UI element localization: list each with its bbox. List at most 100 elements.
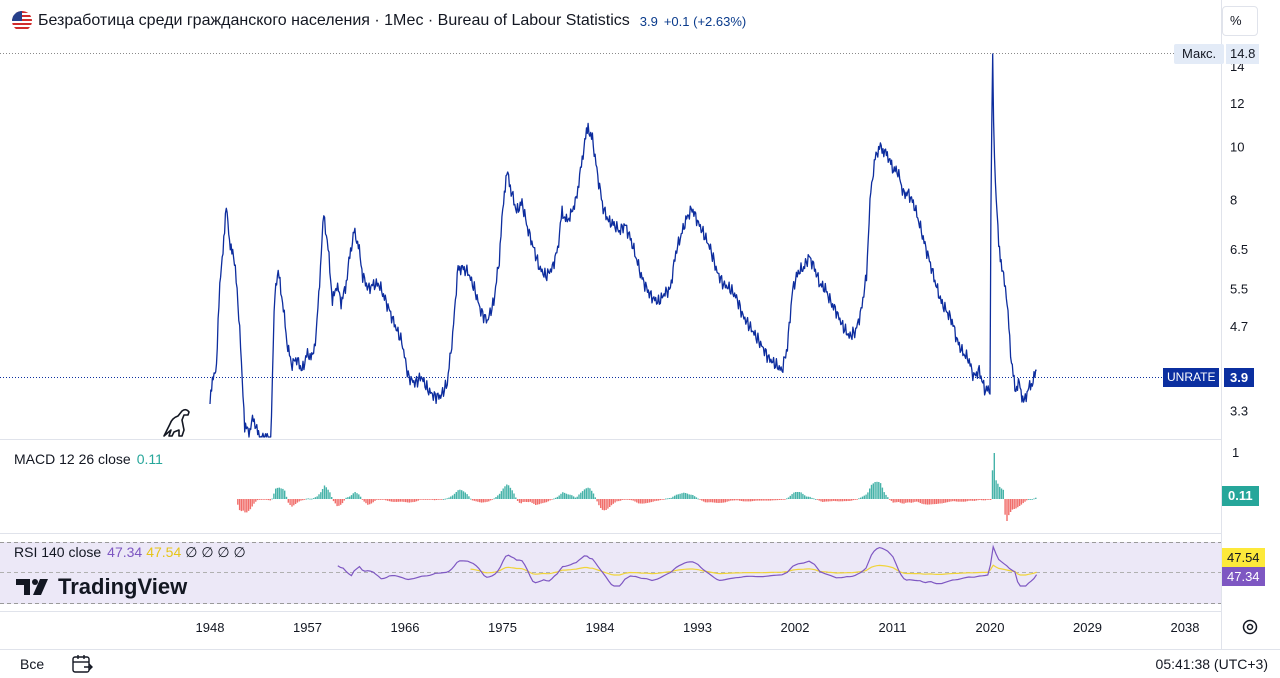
- macd-bar-down: [755, 499, 757, 501]
- macd-bar-down: [634, 499, 636, 502]
- macd-bar-down: [699, 499, 701, 500]
- macd-bar-down: [713, 499, 716, 503]
- percent-scale-button[interactable]: %: [1222, 6, 1258, 36]
- macd-bar-down: [702, 499, 705, 502]
- macd-bar-down: [957, 499, 959, 502]
- macd-bar-up: [789, 495, 791, 499]
- macd-bar-down: [609, 499, 611, 507]
- macd-bar-down: [489, 499, 492, 501]
- macd-bar-down: [778, 499, 781, 500]
- macd-bar-down: [269, 499, 271, 501]
- macd-bar-down: [477, 499, 479, 502]
- dinosaur-icon[interactable]: [163, 408, 190, 437]
- macd-bar-down: [744, 499, 746, 502]
- macd-bar-down: [636, 499, 638, 503]
- macd-bar-up: [556, 496, 559, 499]
- macd-bar-down: [923, 499, 925, 505]
- macd-bar-down: [825, 499, 828, 502]
- rsi-ma-tag: 47.54: [1222, 548, 1265, 567]
- macd-bar-up: [805, 496, 808, 499]
- current-price-tag: 3.9: [1224, 368, 1255, 387]
- macd-bar-up: [814, 499, 817, 500]
- macd-bar-down: [708, 499, 710, 503]
- macd-bar-down: [981, 499, 983, 501]
- macd-legend[interactable]: MACD 12 26 close 0.11: [14, 451, 163, 467]
- macd-bar-down: [751, 499, 754, 502]
- price-tick-label: 10: [1230, 139, 1244, 154]
- time-axis[interactable]: 1948 1957 1966 1975 1984 1993 2002 2011 2020 2029…: [196, 620, 1200, 635]
- macd-bar-down: [300, 499, 302, 501]
- macd-bar-down: [659, 499, 661, 501]
- macd-bar-down: [527, 499, 530, 503]
- macd-bar-down: [619, 499, 622, 501]
- macd-legend-label: MACD 12 26 close: [14, 451, 131, 467]
- macd-bar-down: [264, 499, 266, 500]
- macd-bar-down: [625, 499, 627, 500]
- settings-gear-icon[interactable]: [1240, 617, 1260, 637]
- rsi-ma-legend-value: 47.54: [146, 544, 182, 560]
- macd-bar-up: [271, 498, 273, 500]
- macd-bar-up: [869, 488, 871, 499]
- macd-bar-up: [455, 492, 457, 499]
- macd-bar-up: [858, 498, 860, 500]
- macd-legend-value: 0.11: [136, 451, 163, 467]
- macd-bar-down: [303, 499, 306, 500]
- chart-header: Безработица среди гражданского населения…: [12, 9, 746, 33]
- macd-bar-down: [979, 499, 981, 500]
- macd-bar-down: [240, 499, 243, 512]
- macd-bar-up: [462, 491, 465, 499]
- calendar-range-icon[interactable]: [70, 653, 94, 675]
- macd-bar-down: [984, 499, 986, 501]
- macd-bar-up: [285, 496, 288, 499]
- macd-bar-up: [695, 497, 698, 499]
- macd-bar-up: [591, 490, 593, 499]
- macd-bar-down: [610, 499, 613, 506]
- macd-bar-down: [1026, 499, 1028, 501]
- macd-bar-up: [870, 484, 873, 499]
- macd-bar-up: [1033, 498, 1035, 500]
- macd-bar-up: [571, 495, 573, 499]
- macd-bar-up: [874, 482, 876, 499]
- macd-bar-up: [275, 488, 277, 499]
- macd-bar-down: [372, 499, 374, 503]
- rsi-legend[interactable]: RSI 140 close 47.34 47.54 ∅ ∅ ∅ ∅: [14, 544, 246, 561]
- macd-bar-down: [518, 499, 521, 503]
- macd-bar-down: [888, 499, 891, 500]
- macd-bar-down: [361, 499, 364, 500]
- macd-bar-up: [881, 487, 884, 499]
- macd-bar-down: [332, 499, 335, 502]
- macd-bar-down: [294, 499, 297, 504]
- macd-bar-up: [863, 495, 865, 499]
- macd-bar-down: [471, 499, 474, 501]
- macd-bar-up: [883, 492, 885, 499]
- macd-bar-up: [345, 497, 347, 499]
- clock-timezone[interactable]: 05:41:38 (UTC+3): [1155, 656, 1268, 672]
- last-value: 3.9: [639, 13, 658, 29]
- macd-bar-down: [657, 499, 660, 501]
- macd-bar-down: [439, 499, 441, 500]
- series-title[interactable]: Безработица среди гражданского населения…: [38, 12, 630, 29]
- macd-bar-down: [704, 499, 707, 503]
- macd-bar-up: [569, 494, 571, 499]
- macd-bar-up: [554, 497, 557, 499]
- macd-bar-up: [321, 489, 324, 499]
- macd-bar-down: [607, 499, 609, 509]
- macd-bar-up: [672, 496, 674, 499]
- macd-bar-down: [740, 499, 743, 501]
- macd-bar-down: [820, 499, 822, 502]
- macd-bar-down: [941, 499, 943, 504]
- macd-bar-down: [845, 499, 847, 502]
- macd-bar-up: [329, 492, 331, 499]
- macd-bar-up: [470, 498, 472, 500]
- macd-bar-down: [267, 499, 270, 501]
- macd-bar-down: [843, 499, 846, 502]
- macd-bar-down: [401, 499, 403, 502]
- macd-bar-down: [242, 499, 244, 511]
- range-all-button[interactable]: Все: [20, 656, 45, 672]
- macd-bar-down: [383, 499, 385, 500]
- macd-bar-down: [934, 499, 936, 505]
- macd-bar-up: [507, 485, 510, 499]
- tradingview-logo[interactable]: TradingView: [16, 574, 187, 600]
